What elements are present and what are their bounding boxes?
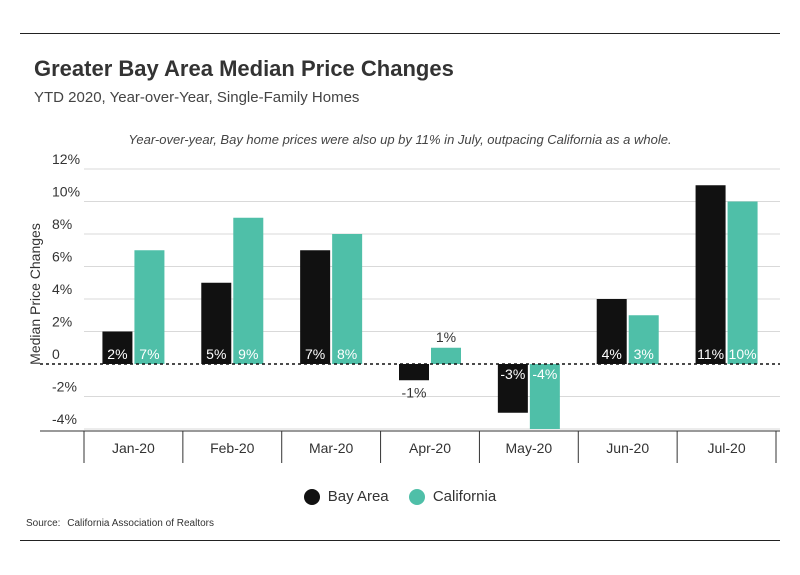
data-label: 5%: [206, 346, 226, 362]
bar-bay-area: [201, 282, 232, 364]
bar-california: [332, 234, 363, 364]
data-label: 8%: [337, 346, 357, 362]
legend-item-bay-area: Bay Area: [303, 488, 389, 505]
chart-title: Greater Bay Area Median Price Changes: [34, 56, 454, 81]
y-tick-label: 6%: [52, 249, 72, 265]
legend-swatch-bay-area: [303, 488, 320, 505]
data-label: 4%: [602, 346, 622, 362]
legend-swatch-california: [408, 488, 425, 505]
y-tick-label: 0: [52, 346, 60, 362]
data-label: 9%: [238, 346, 258, 362]
bar-california: [727, 201, 758, 364]
y-tick-label: 10%: [52, 184, 80, 200]
x-tick-label: Jul-20: [708, 440, 746, 456]
data-label: 2%: [107, 346, 127, 362]
bar-california: [134, 250, 165, 364]
bar-chart: Median Price Changes 12% 10% 8% 6% 4% 2% 0 -2% -4…: [27, 151, 780, 463]
y-tick-label: -2%: [52, 379, 77, 395]
chart-subtitle: YTD 2020, Year-over-Year, Single-Family …: [34, 89, 360, 106]
legend-item-california: California: [408, 488, 497, 505]
bar-california: [529, 364, 560, 429]
x-tick-label: Jan-20: [112, 440, 155, 456]
data-label: 7%: [139, 346, 159, 362]
x-tick-label: May-20: [506, 440, 553, 456]
bar-bay-area: [300, 250, 331, 364]
y-tick-label: 4%: [52, 281, 72, 297]
legend-label-california: California: [432, 488, 497, 505]
data-label: 10%: [729, 346, 757, 362]
x-tick-label: Jun-20: [606, 440, 649, 456]
bar-bay-area: [695, 185, 726, 364]
bottom-rule: [20, 540, 780, 541]
x-tick-label: Apr-20: [409, 440, 451, 456]
source-label: Source:: [26, 518, 61, 529]
data-label: -1%: [402, 384, 427, 400]
bar-california: [628, 315, 659, 364]
y-tick-label: 8%: [52, 216, 72, 232]
data-label: 11%: [697, 346, 724, 362]
data-label: -3%: [500, 366, 525, 382]
y-axis-title: Median Price Changes: [27, 223, 43, 365]
bar-california: [233, 217, 264, 364]
data-label: 1%: [436, 329, 456, 345]
data-label: 7%: [305, 346, 325, 362]
x-tick-label: Feb-20: [210, 440, 255, 456]
y-tick-label: -4%: [52, 411, 77, 427]
legend-label-bay-area: Bay Area: [327, 488, 389, 505]
data-label: -4%: [532, 366, 557, 382]
source-note: Source: California Association of Realto…: [26, 518, 214, 529]
y-tick-label: 2%: [52, 314, 72, 330]
data-label: 3%: [634, 346, 654, 362]
bar-bay-area: [399, 364, 429, 381]
source-text: California Association of Realtors: [67, 518, 214, 529]
bar-bay-area: [102, 331, 133, 364]
top-rule: [20, 33, 780, 34]
bar-california: [431, 347, 461, 364]
legend: Bay Area California: [0, 488, 800, 509]
x-tick-label: Mar-20: [309, 440, 354, 456]
bar-bay-area: [497, 364, 528, 413]
chart-annotation: Year-over-year, Bay home prices were als…: [128, 132, 672, 147]
y-tick-label: 12%: [52, 151, 80, 167]
bar-bay-area: [596, 299, 627, 364]
